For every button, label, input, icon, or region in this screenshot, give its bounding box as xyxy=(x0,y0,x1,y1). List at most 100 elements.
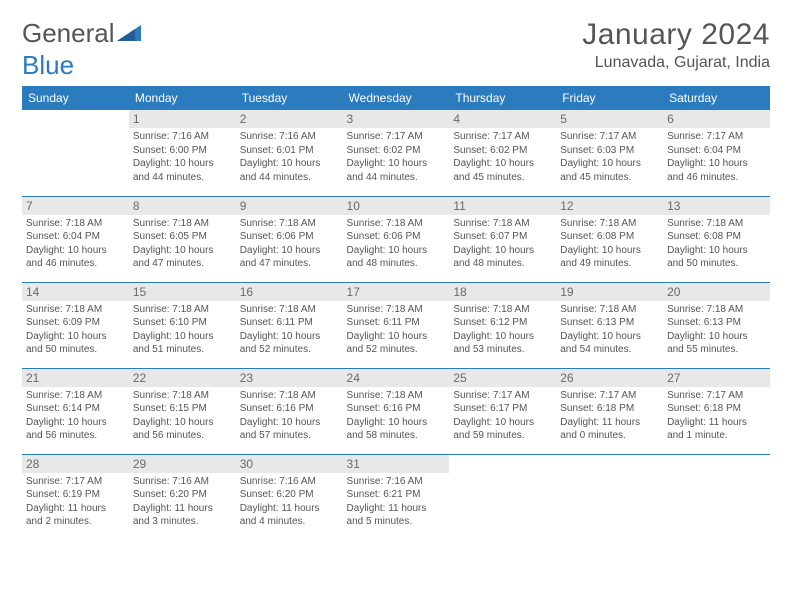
daylight-text: and 45 minutes. xyxy=(453,171,552,185)
sunrise-text: Sunrise: 7:18 AM xyxy=(667,217,766,231)
daylight-text: and 1 minute. xyxy=(667,429,766,443)
day-header: Thursday xyxy=(449,86,556,110)
daylight-text: Daylight: 10 hours xyxy=(347,244,446,258)
sunrise-text: Sunrise: 7:18 AM xyxy=(347,217,446,231)
sunrise-text: Sunrise: 7:16 AM xyxy=(240,475,339,489)
day-number: 15 xyxy=(129,283,236,301)
daylight-text: Daylight: 10 hours xyxy=(347,416,446,430)
day-header: Tuesday xyxy=(236,86,343,110)
daylight-text: and 45 minutes. xyxy=(560,171,659,185)
sunrise-text: Sunrise: 7:18 AM xyxy=(453,303,552,317)
daylight-text: and 3 minutes. xyxy=(133,515,232,529)
daylight-text: and 44 minutes. xyxy=(133,171,232,185)
daylight-text: Daylight: 10 hours xyxy=(240,157,339,171)
daylight-text: Daylight: 10 hours xyxy=(133,244,232,258)
day-number: 14 xyxy=(22,283,129,301)
sunset-text: Sunset: 6:11 PM xyxy=(240,316,339,330)
calendar-cell: 8Sunrise: 7:18 AMSunset: 6:05 PMDaylight… xyxy=(129,196,236,282)
daylight-text: and 54 minutes. xyxy=(560,343,659,357)
sunset-text: Sunset: 6:02 PM xyxy=(453,144,552,158)
day-number: 18 xyxy=(449,283,556,301)
calendar-cell: 9Sunrise: 7:18 AMSunset: 6:06 PMDaylight… xyxy=(236,196,343,282)
sunrise-text: Sunrise: 7:18 AM xyxy=(26,217,125,231)
daylight-text: and 52 minutes. xyxy=(347,343,446,357)
daylight-text: Daylight: 10 hours xyxy=(453,157,552,171)
calendar-row: 1Sunrise: 7:16 AMSunset: 6:00 PMDaylight… xyxy=(22,110,770,196)
day-number: 27 xyxy=(663,369,770,387)
logo-text-2: Blue xyxy=(22,50,74,81)
day-number: 29 xyxy=(129,455,236,473)
calendar-cell: 14Sunrise: 7:18 AMSunset: 6:09 PMDayligh… xyxy=(22,282,129,368)
calendar-cell: 3Sunrise: 7:17 AMSunset: 6:02 PMDaylight… xyxy=(343,110,450,196)
sunrise-text: Sunrise: 7:18 AM xyxy=(240,303,339,317)
sunrise-text: Sunrise: 7:18 AM xyxy=(667,303,766,317)
daylight-text: and 55 minutes. xyxy=(667,343,766,357)
sunset-text: Sunset: 6:16 PM xyxy=(240,402,339,416)
daylight-text: Daylight: 11 hours xyxy=(347,502,446,516)
calendar-cell: 28Sunrise: 7:17 AMSunset: 6:19 PMDayligh… xyxy=(22,454,129,540)
calendar-cell: 5Sunrise: 7:17 AMSunset: 6:03 PMDaylight… xyxy=(556,110,663,196)
sunrise-text: Sunrise: 7:16 AM xyxy=(133,130,232,144)
calendar-cell xyxy=(449,454,556,540)
sunrise-text: Sunrise: 7:18 AM xyxy=(347,389,446,403)
daylight-text: Daylight: 10 hours xyxy=(560,244,659,258)
sunrise-text: Sunrise: 7:17 AM xyxy=(453,130,552,144)
sunrise-text: Sunrise: 7:17 AM xyxy=(667,389,766,403)
day-number: 6 xyxy=(663,110,770,128)
sunset-text: Sunset: 6:16 PM xyxy=(347,402,446,416)
sunrise-text: Sunrise: 7:18 AM xyxy=(560,303,659,317)
daylight-text: Daylight: 10 hours xyxy=(560,157,659,171)
daylight-text: Daylight: 10 hours xyxy=(26,244,125,258)
calendar-cell: 20Sunrise: 7:18 AMSunset: 6:13 PMDayligh… xyxy=(663,282,770,368)
daylight-text: Daylight: 10 hours xyxy=(347,157,446,171)
daylight-text: and 48 minutes. xyxy=(453,257,552,271)
day-number: 20 xyxy=(663,283,770,301)
sunset-text: Sunset: 6:18 PM xyxy=(560,402,659,416)
calendar-cell: 7Sunrise: 7:18 AMSunset: 6:04 PMDaylight… xyxy=(22,196,129,282)
sunset-text: Sunset: 6:04 PM xyxy=(667,144,766,158)
daylight-text: Daylight: 10 hours xyxy=(667,157,766,171)
sunrise-text: Sunrise: 7:17 AM xyxy=(26,475,125,489)
calendar-cell: 1Sunrise: 7:16 AMSunset: 6:00 PMDaylight… xyxy=(129,110,236,196)
sunset-text: Sunset: 6:18 PM xyxy=(667,402,766,416)
day-header: Friday xyxy=(556,86,663,110)
calendar-cell: 23Sunrise: 7:18 AMSunset: 6:16 PMDayligh… xyxy=(236,368,343,454)
day-number: 9 xyxy=(236,197,343,215)
sunset-text: Sunset: 6:21 PM xyxy=(347,488,446,502)
daylight-text: and 56 minutes. xyxy=(133,429,232,443)
daylight-text: and 44 minutes. xyxy=(240,171,339,185)
daylight-text: Daylight: 10 hours xyxy=(240,416,339,430)
sunset-text: Sunset: 6:10 PM xyxy=(133,316,232,330)
day-number: 28 xyxy=(22,455,129,473)
sunset-text: Sunset: 6:15 PM xyxy=(133,402,232,416)
daylight-text: Daylight: 10 hours xyxy=(347,330,446,344)
sunset-text: Sunset: 6:13 PM xyxy=(560,316,659,330)
sunrise-text: Sunrise: 7:17 AM xyxy=(453,389,552,403)
day-number: 11 xyxy=(449,197,556,215)
sunrise-text: Sunrise: 7:18 AM xyxy=(26,303,125,317)
sunrise-text: Sunrise: 7:17 AM xyxy=(347,130,446,144)
day-number: 19 xyxy=(556,283,663,301)
daylight-text: Daylight: 10 hours xyxy=(133,157,232,171)
sunset-text: Sunset: 6:20 PM xyxy=(240,488,339,502)
sunset-text: Sunset: 6:17 PM xyxy=(453,402,552,416)
day-number: 25 xyxy=(449,369,556,387)
daylight-text: Daylight: 10 hours xyxy=(667,244,766,258)
calendar-cell: 12Sunrise: 7:18 AMSunset: 6:08 PMDayligh… xyxy=(556,196,663,282)
day-number: 31 xyxy=(343,455,450,473)
daylight-text: and 48 minutes. xyxy=(347,257,446,271)
day-header: Saturday xyxy=(663,86,770,110)
calendar-cell: 4Sunrise: 7:17 AMSunset: 6:02 PMDaylight… xyxy=(449,110,556,196)
sunrise-text: Sunrise: 7:18 AM xyxy=(26,389,125,403)
daylight-text: Daylight: 10 hours xyxy=(26,416,125,430)
day-number: 22 xyxy=(129,369,236,387)
daylight-text: Daylight: 11 hours xyxy=(133,502,232,516)
calendar-cell xyxy=(22,110,129,196)
calendar-cell: 24Sunrise: 7:18 AMSunset: 6:16 PMDayligh… xyxy=(343,368,450,454)
day-header: Monday xyxy=(129,86,236,110)
location: Lunavada, Gujarat, India xyxy=(582,54,770,72)
daylight-text: and 46 minutes. xyxy=(667,171,766,185)
sunset-text: Sunset: 6:19 PM xyxy=(26,488,125,502)
calendar-cell: 26Sunrise: 7:17 AMSunset: 6:18 PMDayligh… xyxy=(556,368,663,454)
day-number: 1 xyxy=(129,110,236,128)
